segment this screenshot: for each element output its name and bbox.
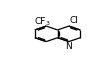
Text: CF: CF (34, 17, 46, 26)
Text: 3: 3 (46, 21, 50, 26)
Text: Cl: Cl (69, 16, 78, 25)
Text: N: N (66, 42, 72, 51)
